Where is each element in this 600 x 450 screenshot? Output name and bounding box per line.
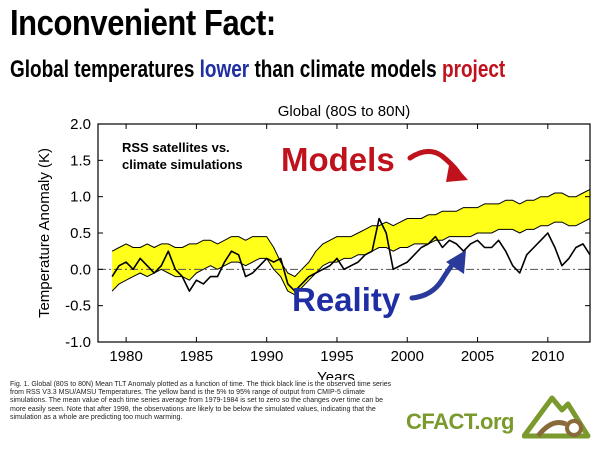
- subtitle-part2: than climate models: [249, 56, 443, 83]
- y-tick-label: 2.0: [70, 116, 91, 133]
- chart-title: Global (80S to 80N): [278, 103, 411, 120]
- y-tick-label: 1.0: [70, 189, 91, 206]
- reality-arrow-icon: [409, 257, 459, 301]
- y-tick-label: 1.5: [70, 152, 91, 169]
- series-line-rss-observations: [111, 217, 591, 292]
- model-range-band: [112, 189, 590, 295]
- y-tick-label: -1.0: [65, 334, 91, 351]
- x-tick-label: 1995: [320, 348, 353, 365]
- x-tick-label: 2005: [461, 348, 494, 365]
- subtitle-lower-word: lower: [199, 56, 250, 83]
- cfact-logo: CFACT.org: [404, 388, 594, 444]
- x-tick-label: 1980: [109, 348, 142, 365]
- y-axis-label: Temperature Anomaly (K): [36, 148, 53, 318]
- temperature-chart: 1980 1985 1990 1995 2000 2005 2010 -1.0 -0.5 0.0 0…: [36, 103, 591, 380]
- subtitle-part1: Global temperatures: [10, 56, 200, 83]
- inset-label-line-1: RSS satellites vs.: [122, 140, 230, 155]
- logo-text: CFACT.org: [406, 409, 514, 434]
- subtitle-project-word: project: [442, 56, 506, 83]
- models-arrowhead-icon: [446, 160, 468, 182]
- models-label: Models: [281, 141, 395, 178]
- figure-caption: Fig. 1. Global (80S to 80N) Mean TLT Ano…: [10, 381, 392, 421]
- x-tick-label: 2010: [531, 348, 564, 365]
- y-tick-label: -0.5: [65, 298, 91, 315]
- page-subtitle: Global temperatures lower than climate m…: [10, 56, 505, 84]
- x-tick-label: 1985: [180, 348, 213, 365]
- x-tick-label: 2000: [391, 348, 424, 365]
- mountain-sun-logo-icon: [522, 395, 591, 439]
- y-tick-label: 0.5: [70, 225, 91, 242]
- reality-label: Reality: [292, 281, 401, 318]
- inset-label-line-2: climate simulations: [122, 157, 243, 172]
- reality-arrowhead-icon: [446, 250, 466, 274]
- series-line-model-95pct: [111, 188, 591, 278]
- x-tick-label: 1990: [250, 348, 283, 365]
- page-title: Inconvenient Fact:: [10, 2, 276, 43]
- y-tick-label: 0.0: [70, 261, 91, 278]
- x-axis-label: Years: [317, 369, 355, 380]
- series-line-model-5pct: [111, 218, 591, 296]
